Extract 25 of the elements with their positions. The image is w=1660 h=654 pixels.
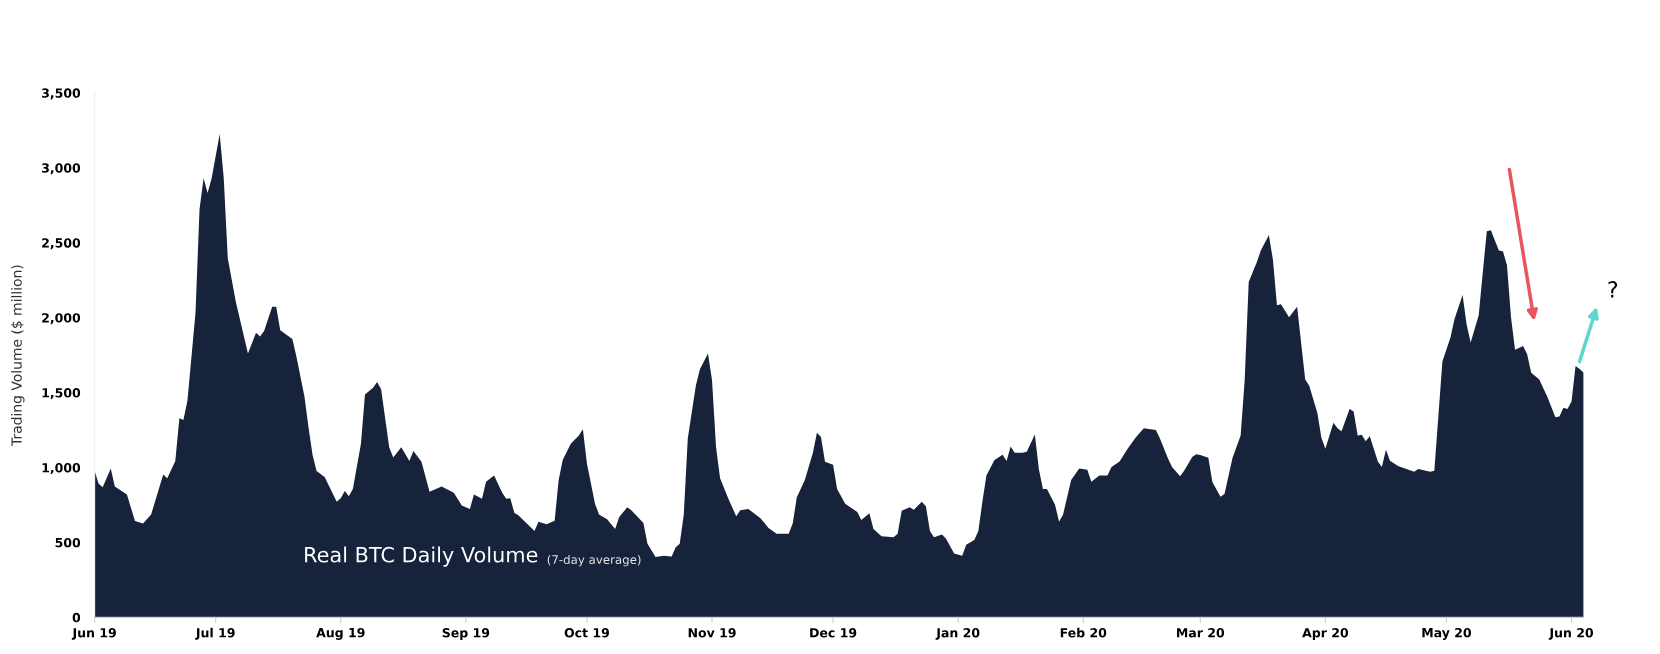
x-tick-label: Oct 19 bbox=[564, 628, 609, 638]
text: (7-day average) bbox=[547, 554, 641, 567]
x-tick-label: Jun 20 bbox=[1548, 628, 1594, 640]
y-tick-label: 3,000 bbox=[42, 163, 81, 175]
x-tick-label: Feb 20 bbox=[1060, 627, 1107, 638]
x-tick-label: Sep 19 bbox=[442, 628, 490, 640]
y-axis-title: Trading Volume ($ million) bbox=[11, 265, 25, 447]
text: ? bbox=[1608, 281, 1618, 298]
y-tick-label: 2,000 bbox=[42, 313, 81, 325]
y-tick-label: 1,000 bbox=[42, 462, 81, 475]
y-tick-label: 500 bbox=[55, 537, 81, 548]
x-tick-label: Jul 19 bbox=[195, 627, 235, 640]
y-tick-label: 1,500 bbox=[42, 388, 81, 400]
x-tick-label: Aug 19 bbox=[316, 627, 365, 640]
x-tick-label: Jan 20 bbox=[935, 628, 980, 640]
x-tick-label: Nov 19 bbox=[688, 628, 736, 638]
x-tick-label: Apr 20 bbox=[1302, 628, 1349, 640]
y-tick-label: 0 bbox=[72, 612, 81, 623]
x-tick-label: Mar 20 bbox=[1177, 628, 1225, 638]
x-tick-label: Jun 19 bbox=[71, 628, 116, 640]
text: Real BTC Daily Volume bbox=[305, 546, 538, 567]
y-tick-label: 3,500 bbox=[42, 88, 81, 100]
x-tick-label: Dec 19 bbox=[810, 628, 857, 638]
y-tick-label: 2,500 bbox=[42, 238, 81, 250]
x-tick-label: May 20 bbox=[1422, 627, 1472, 640]
